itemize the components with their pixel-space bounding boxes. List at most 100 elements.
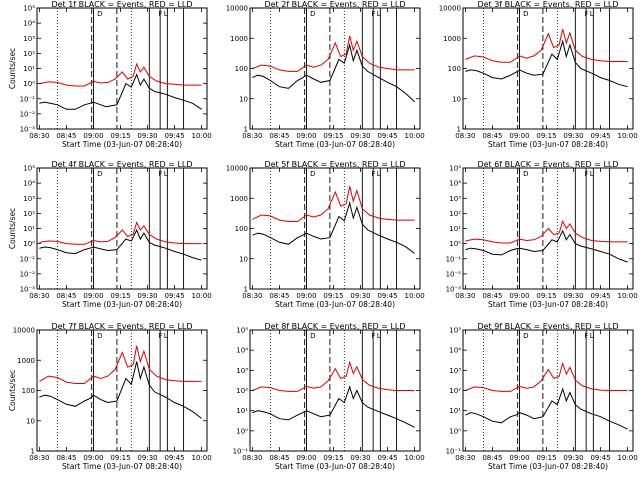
series-line-lld <box>39 62 202 87</box>
y-tick-label: 10000 <box>226 165 248 173</box>
x-tick-label: 10:00 <box>617 454 637 462</box>
x-tick-label: 08:30 <box>29 454 49 462</box>
x-axis-title: Start Time (03-Jun-07 08:28:40) <box>488 300 608 309</box>
y-tick-label: 10¹ <box>23 225 35 233</box>
x-tick-label: 08:45 <box>269 292 289 300</box>
series-line-events <box>465 39 628 88</box>
panel-title: Det 3f BLACK = Events, RED = LLD <box>477 0 618 9</box>
y-tick-label: 10² <box>449 387 461 395</box>
y-axis-title: Counts/sec <box>8 48 17 89</box>
x-tick-label: 08:30 <box>242 454 262 462</box>
y-tick-label: 10⁻¹ <box>20 255 36 263</box>
panel-title: Det 8f BLACK = Events, RED = LLD <box>264 322 405 331</box>
panel-title: Det 2f BLACK = Events, RED = LLD <box>264 0 405 9</box>
x-tick-label: 09:45 <box>377 292 397 300</box>
marker-label: D <box>97 332 102 340</box>
x-tick-label: 08:30 <box>455 454 475 462</box>
y-tick-label: 10⁵ <box>449 327 461 335</box>
marker-label: D <box>97 10 102 18</box>
y-tick-label: 10⁻¹ <box>446 255 462 263</box>
marker-label: F <box>158 332 162 340</box>
y-tick-label: 10⁵ <box>23 165 35 173</box>
y-tick-label: 10⁴ <box>23 20 35 28</box>
x-tick-label: 09:45 <box>590 132 610 140</box>
panel-title: Det 9f BLACK = Events, RED = LLD <box>477 322 618 331</box>
y-tick-label: 1 <box>244 126 248 134</box>
x-tick-label: 09:00 <box>83 292 103 300</box>
marker-label: L <box>164 10 168 18</box>
x-axis-title: Start Time (03-Jun-07 08:28:40) <box>62 140 182 149</box>
marker-label: F <box>584 332 588 340</box>
x-tick-label: 09:00 <box>296 292 316 300</box>
marker-label: L <box>590 170 594 178</box>
x-tick-label: 09:15 <box>110 292 130 300</box>
x-tick-label: 09:00 <box>509 292 529 300</box>
x-tick-label: 09:30 <box>563 292 583 300</box>
y-tick-label: 10 <box>239 95 248 103</box>
plot-frame <box>249 167 421 290</box>
panel-title: Det 7f BLACK = Events, RED = LLD <box>51 322 192 331</box>
marker-label: D <box>523 332 528 340</box>
x-tick-label: 09:15 <box>323 132 343 140</box>
x-tick-label: 08:30 <box>455 132 475 140</box>
x-tick-label: 08:30 <box>242 292 262 300</box>
marker-label: D <box>523 170 528 178</box>
marker-label: F <box>371 332 375 340</box>
x-axis-title: Start Time (03-Jun-07 08:28:40) <box>275 300 395 309</box>
y-axis-title: Counts/sec <box>8 370 17 411</box>
marker-label: L <box>164 332 168 340</box>
x-tick-label: 08:45 <box>269 454 289 462</box>
x-axis-title: Start Time (03-Jun-07 08:28:40) <box>275 462 395 471</box>
panel-title: Det 6f BLACK = Events, RED = LLD <box>477 160 618 169</box>
x-axis-title: Start Time (03-Jun-07 08:28:40) <box>488 140 608 149</box>
x-tick-label: 09:30 <box>350 292 370 300</box>
x-axis-title: Start Time (03-Jun-07 08:28:40) <box>62 462 182 471</box>
x-tick-label: 09:30 <box>350 454 370 462</box>
x-tick-label: 08:30 <box>29 132 49 140</box>
y-tick-label: 10000 <box>226 5 248 13</box>
y-tick-label: 10⁴ <box>449 180 461 188</box>
y-tick-label: 100 <box>22 387 35 395</box>
y-tick-label: 10² <box>236 387 248 395</box>
y-tick-label: 10³ <box>449 367 461 375</box>
marker-label: L <box>164 170 168 178</box>
y-tick-label: 10⁻² <box>20 270 36 278</box>
x-tick-label: 09:45 <box>164 454 184 462</box>
y-tick-label: 10 <box>239 255 248 263</box>
y-tick-label: 10⁻¹ <box>233 448 249 456</box>
x-tick-label: 09:15 <box>323 454 343 462</box>
panel-title: Det 5f BLACK = Events, RED = LLD <box>264 160 405 169</box>
series-line-lld <box>39 345 202 384</box>
marker-label: F <box>584 10 588 18</box>
y-tick-label: 10¹ <box>23 65 35 73</box>
x-tick-label: 09:45 <box>377 454 397 462</box>
y-tick-label: 100 <box>235 65 248 73</box>
y-tick-label: 1000 <box>443 35 461 43</box>
y-tick-label: 10⁻³ <box>446 286 462 294</box>
x-tick-label: 10:00 <box>404 454 424 462</box>
y-tick-label: 10⁰ <box>449 240 461 248</box>
x-tick-label: 09:45 <box>377 132 397 140</box>
y-tick-label: 10² <box>23 50 35 58</box>
x-tick-label: 08:45 <box>482 292 502 300</box>
x-tick-label: 10:00 <box>617 292 637 300</box>
x-tick-label: 09:45 <box>164 292 184 300</box>
y-tick-label: 10⁵ <box>23 5 35 13</box>
marker-label: D <box>310 170 315 178</box>
series-line-lld <box>39 221 202 245</box>
y-tick-label: 10⁰ <box>236 427 248 435</box>
series-line-events <box>465 387 628 430</box>
y-tick-label: 10⁻¹ <box>446 448 462 456</box>
y-tick-label: 10² <box>23 210 35 218</box>
x-tick-label: 08:30 <box>29 292 49 300</box>
x-tick-label: 09:00 <box>83 454 103 462</box>
series-line-lld <box>252 360 415 392</box>
marker-label: L <box>377 332 381 340</box>
plot-frame <box>462 7 634 130</box>
